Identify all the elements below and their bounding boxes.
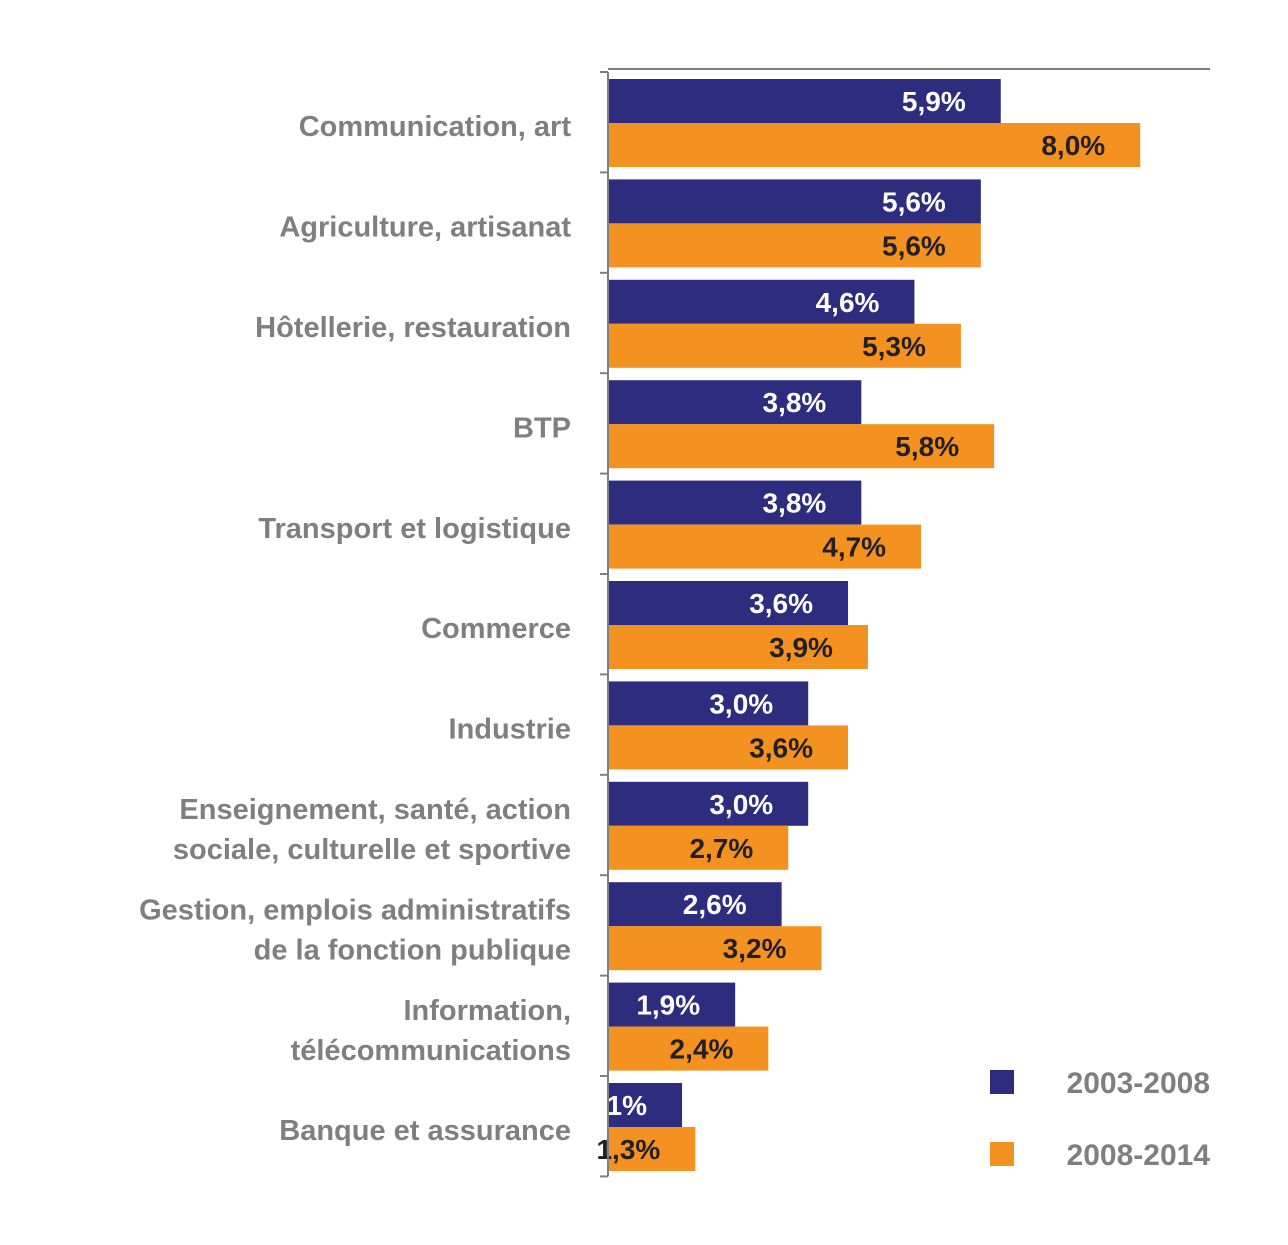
- category-label-1-line-0: Agriculture, artisanat: [279, 212, 571, 244]
- bar-series1-6: [609, 681, 809, 726]
- data-label-series2-6: 3,6%: [749, 732, 813, 763]
- bar-series1-2: [609, 279, 915, 324]
- bars-group: 5,9%5,6%4,6%3,8%3,8%3,6%3,0%3,0%2,6%1,9%…: [583, 79, 1141, 1171]
- category-label-9-line-1: télécommunications: [291, 1035, 571, 1067]
- bar-series1-1: [609, 179, 981, 224]
- data-label-series1-8: 2,6%: [683, 889, 747, 920]
- bar-series1-4: [609, 480, 862, 525]
- data-label-series1-5: 3,6%: [749, 588, 813, 619]
- category-label-8-line-1: de la fonction publique: [254, 934, 571, 966]
- bar-series1-5: [609, 581, 849, 625]
- bar-series2-4: [609, 524, 922, 569]
- legend: 2003-2008 2008-2014: [990, 1067, 1210, 1172]
- bar-series2-3: [609, 424, 995, 469]
- data-label-series1-1: 5,6%: [882, 186, 946, 217]
- category-label-7-line-1: sociale, culturelle et sportive: [173, 834, 571, 866]
- bar-series1-8: [609, 882, 782, 927]
- category-label-6-line-0: Industrie: [449, 714, 571, 746]
- category-label-5-line-0: Commerce: [421, 613, 571, 645]
- data-label-series2-9: 2,4%: [670, 1034, 734, 1065]
- bar-series2-8: [609, 926, 822, 971]
- data-label-series1-2: 4,6%: [816, 287, 880, 318]
- bar-series2-2: [609, 323, 961, 368]
- data-label-series2-8: 3,2%: [723, 933, 787, 964]
- data-label-series2-3: 5,8%: [895, 431, 959, 462]
- legend-swatch-1: [990, 1070, 1014, 1094]
- bar-series2-10: [609, 1127, 696, 1171]
- data-label-series2-5: 3,9%: [769, 632, 833, 663]
- bar-series2-9: [609, 1026, 769, 1071]
- category-label-3-line-0: BTP: [513, 412, 571, 444]
- category-label-7-line-0: Enseignement, santé, action: [179, 794, 571, 826]
- data-label-series1-6: 3,0%: [709, 688, 773, 719]
- bar-series2-6: [609, 725, 849, 770]
- bar-series1-7: [609, 781, 809, 826]
- category-label-9-line-0: Information,: [403, 995, 571, 1027]
- bar-series2-1: [609, 223, 981, 268]
- bar-series1-0: [609, 79, 1001, 123]
- data-label-series1-0: 5,9%: [902, 86, 966, 117]
- bar-series1-9: [609, 982, 736, 1027]
- axis-group: [600, 68, 1210, 1178]
- data-label-series2-4: 4,7%: [822, 532, 886, 563]
- bar-series2-0: [609, 123, 1141, 167]
- data-label-series2-10: 1,3%: [596, 1134, 660, 1165]
- data-label-series2-2: 5,3%: [862, 331, 926, 362]
- legend-swatch-2: [990, 1142, 1014, 1166]
- bar-series2-7: [609, 825, 789, 870]
- category-label-2-line-0: Hôtellerie, restauration: [255, 312, 571, 344]
- category-label-8-line-0: Gestion, emplois administratifs: [139, 894, 571, 926]
- category-label-10-line-0: Banque et assurance: [279, 1115, 571, 1147]
- data-label-series2-1: 5,6%: [882, 230, 946, 261]
- data-label-series1-10: 1,1%: [583, 1090, 647, 1121]
- data-label-series1-4: 3,8%: [762, 488, 826, 519]
- data-label-series2-7: 2,7%: [689, 833, 753, 864]
- data-label-series1-7: 3,0%: [709, 789, 773, 820]
- category-label-0-line-0: Communication, art: [299, 111, 572, 143]
- legend-label-2: 2008-2014: [1067, 1139, 1211, 1172]
- bar-series1-3: [609, 380, 862, 425]
- bar-series2-5: [609, 625, 868, 669]
- category-label-4-line-0: Transport et logistique: [258, 513, 571, 545]
- data-label-series1-3: 3,8%: [762, 387, 826, 418]
- data-label-series1-9: 1,9%: [636, 990, 700, 1021]
- category-labels-group: Communication, art Agriculture, artisanat…: [139, 111, 571, 1147]
- data-label-series2-0: 8,0%: [1041, 130, 1105, 161]
- bar-series1-10: [609, 1083, 683, 1127]
- legend-label-1: 2003-2008: [1067, 1067, 1210, 1100]
